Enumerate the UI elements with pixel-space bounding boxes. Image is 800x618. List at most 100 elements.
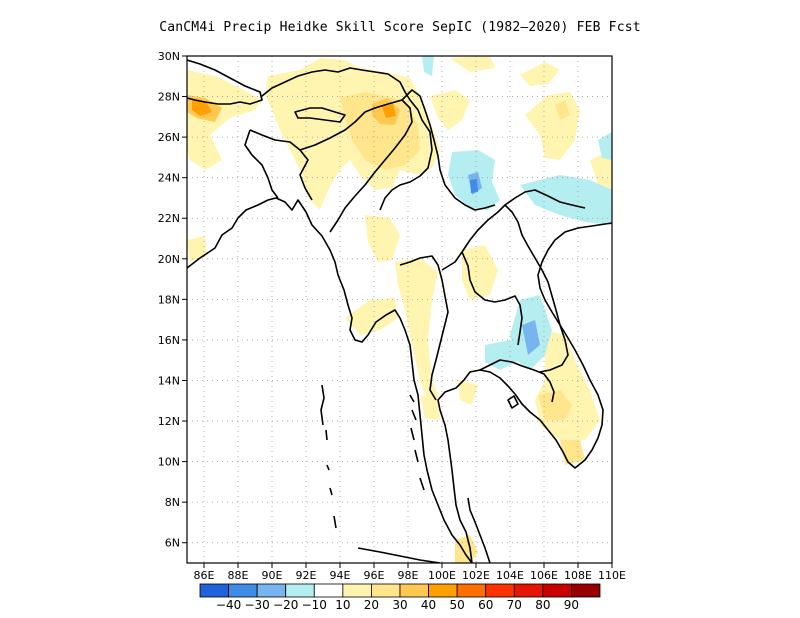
- skill-region-bay-west: [187, 236, 207, 262]
- colorbar-tick-label: 40: [421, 598, 436, 612]
- skill-region-malay: [455, 535, 478, 563]
- lat-tick-label: 22N: [158, 212, 180, 225]
- malay-peninsula-coast: [357, 497, 491, 563]
- lat-tick-label: 10N: [158, 456, 180, 469]
- lat-tick-label: 18N: [158, 293, 180, 306]
- lat-tick-label: 20N: [158, 253, 180, 266]
- colorbar-swatch: [513, 583, 544, 598]
- skill-score-shading: [187, 56, 612, 563]
- colorbar-swatch: [256, 583, 287, 598]
- bhutan-border: [294, 107, 346, 123]
- lat-tick-label: 8N: [165, 496, 180, 509]
- longitude-labels: 86E 88E 90E 92E 94E 96E 98E 100E 102E 104E 106E 108…: [194, 563, 626, 582]
- skill-region-far-east: [590, 150, 612, 190]
- colorbar-tick-label: 60: [478, 598, 493, 612]
- skill-region-north-nepal: [187, 70, 262, 170]
- colorbar-tick-label: −30: [244, 598, 269, 612]
- skill-region-southeast-china: [520, 62, 560, 86]
- colorbar-tick-label: 50: [450, 598, 465, 612]
- china-border-north: [261, 67, 433, 211]
- skill-region-vietnam-coast: [598, 132, 612, 160]
- colorbar-swatch: [313, 583, 344, 598]
- skill-region-shan: [395, 258, 440, 410]
- lon-tick-label: 102E: [462, 569, 490, 582]
- colorbar-tick-label: 90: [564, 598, 579, 612]
- india-bangladesh-coast: [187, 197, 473, 563]
- lat-tick-label: 26N: [158, 131, 180, 144]
- skill-region-north-top: [422, 56, 434, 76]
- lon-tick-label: 100E: [428, 569, 456, 582]
- lat-tick-label: 12N: [158, 415, 180, 428]
- phu-quoc: [507, 395, 519, 409]
- lat-tick-label: 30N: [158, 50, 180, 63]
- lon-tick-label: 96E: [364, 569, 385, 582]
- cambodia-border: [479, 359, 555, 403]
- colorbar-tick-label: 70: [507, 598, 522, 612]
- lat-tick-label: 24N: [158, 172, 180, 185]
- colorbar-swatch: [428, 583, 458, 598]
- skill-region-gulf-tonkin: [520, 175, 612, 225]
- andaman-islands: [320, 384, 328, 441]
- lon-tick-label: 104E: [496, 569, 524, 582]
- northeast-india-border: [299, 99, 413, 233]
- lat-tick-label: 6N: [165, 537, 180, 550]
- colorbar-swatch: [571, 583, 601, 598]
- skill-region-myanmar-south: [345, 298, 398, 335]
- skill-region-yunnan-peak: [470, 179, 478, 193]
- colorbar-swatch: [542, 583, 572, 598]
- lon-tick-label: 92E: [296, 569, 317, 582]
- coastlines-and-borders: [187, 59, 612, 563]
- plot-frame: [186, 55, 613, 564]
- colorbar-swatch: [456, 583, 487, 598]
- skill-region-laos: [462, 245, 498, 300]
- lon-tick-label: 90E: [262, 569, 283, 582]
- colorbar-tick-label: −40: [216, 598, 241, 612]
- lat-tick-label: 16N: [158, 334, 180, 347]
- colorbar-tick-label: 10: [335, 598, 350, 612]
- lon-tick-label: 98E: [398, 569, 419, 582]
- colorbar-tick-label: 20: [364, 598, 379, 612]
- lon-tick-label: 108E: [564, 569, 592, 582]
- skill-region-assam-peak: [382, 104, 396, 118]
- lon-tick-label: 88E: [228, 569, 249, 582]
- colorbar-swatch: [399, 583, 429, 598]
- colorbar-labels: −40 −30 −20 −10 10 20 30 40 50 60 70 80 90: [216, 598, 579, 612]
- colorbar-swatch: [485, 583, 515, 598]
- skill-region-laos-core: [522, 320, 540, 355]
- latitude-labels: 30N 28N 26N 24N 22N 20N 18N 16N 14N 12N 10N 8N 6N: [158, 50, 187, 550]
- myanmar-china-border: [401, 89, 496, 211]
- colorbar-swatch: [285, 583, 315, 598]
- myanmar-thailand-border: [399, 255, 449, 401]
- vietnam-china-border: [504, 189, 586, 209]
- thailand-laos-mekong: [461, 251, 523, 346]
- lon-tick-label: 106E: [530, 569, 558, 582]
- lon-tick-label: 94E: [330, 569, 351, 582]
- colorbar-tick-label: −10: [302, 598, 327, 612]
- lon-tick-label: 110E: [598, 569, 626, 582]
- skill-region-cambodia-west: [458, 380, 478, 405]
- skill-region-nepal-core: [192, 100, 212, 116]
- skill-region-east-china-core: [555, 100, 570, 120]
- mergui-islands: [409, 394, 425, 491]
- colorbar-tick-label: 30: [392, 598, 407, 612]
- skill-region-northeast-china: [430, 90, 470, 130]
- map-title: CanCM4i Precip Heidke Skill Score SepIC …: [159, 20, 641, 35]
- lat-tick-label: 14N: [158, 374, 180, 387]
- thailand-gulf-coast: [437, 222, 612, 563]
- lat-lon-grid: [187, 56, 612, 563]
- colorbar-tick-label: −20: [273, 598, 298, 612]
- laos-border: [441, 204, 569, 373]
- skill-region-assam: [340, 92, 420, 170]
- skill-region-arakan: [365, 215, 400, 262]
- skill-region-lower-myanmar: [420, 395, 440, 420]
- colorbar-swatch: [199, 583, 229, 598]
- skill-region-north-edge: [450, 56, 495, 72]
- colorbar-swatch: [228, 583, 258, 598]
- nicobar-islands: [326, 464, 337, 529]
- lon-tick-label: 86E: [194, 569, 215, 582]
- skill-region-east-china: [525, 92, 580, 160]
- nepal-border: [187, 59, 263, 105]
- colorbar-tick-label: 80: [535, 598, 550, 612]
- lat-tick-label: 28N: [158, 91, 180, 104]
